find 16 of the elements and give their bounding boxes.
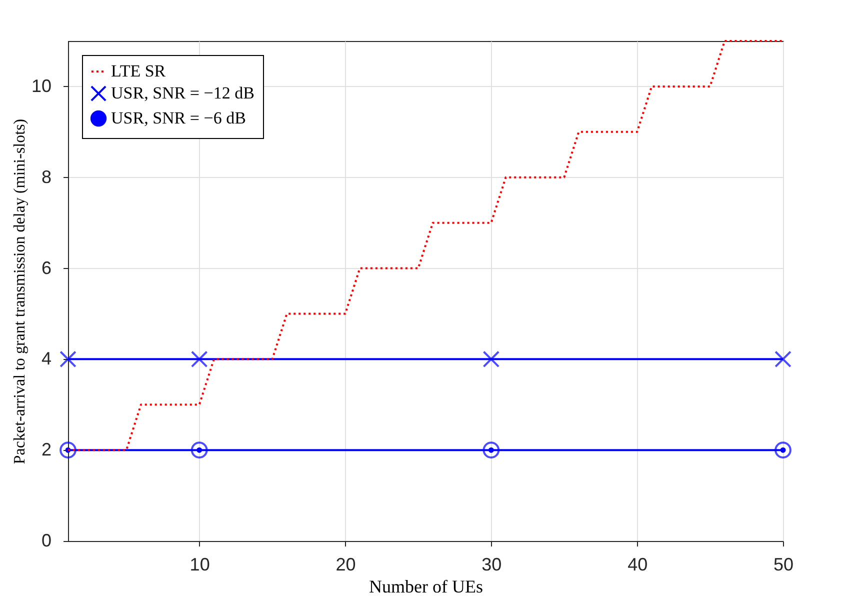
y-tick-label: 0 (41, 530, 52, 550)
x-tick-label: 40 (628, 554, 648, 574)
y-tick-label: 4 (41, 348, 52, 369)
y-axis-title: Packet-arrival to grant transmission delay (mini-slots) (11, 118, 28, 464)
y-tick-label: 10 (31, 76, 52, 96)
y-tick-label: 2 (41, 440, 52, 460)
legend-label: USR, SNR = −12 dB (111, 84, 254, 102)
x-tick-label: 20 (336, 554, 356, 574)
x-tick-label: 30 (482, 554, 502, 574)
legend-label: LTE SR (111, 62, 166, 80)
x-axis-title: Number of UEs (369, 576, 483, 596)
legend-label: USR, SNR = −6 dB (111, 108, 246, 128)
y-tick-label: 6 (41, 258, 52, 278)
y-tick-label: 8 (41, 166, 52, 187)
x-tick-label: 50 (773, 554, 794, 574)
x-tick-label: 10 (190, 554, 210, 574)
